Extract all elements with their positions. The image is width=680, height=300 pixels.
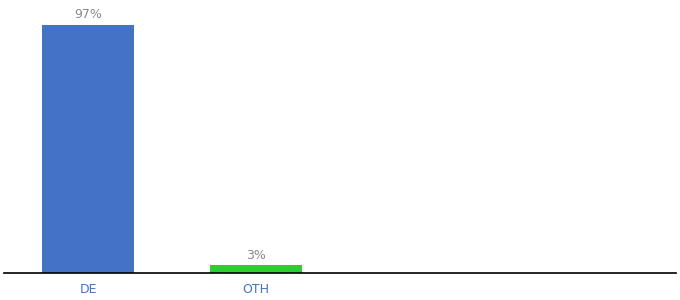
Bar [42, 25, 135, 273]
Bar [210, 266, 302, 273]
Text: 97%: 97% [74, 8, 102, 21]
Text: 3%: 3% [246, 249, 266, 262]
